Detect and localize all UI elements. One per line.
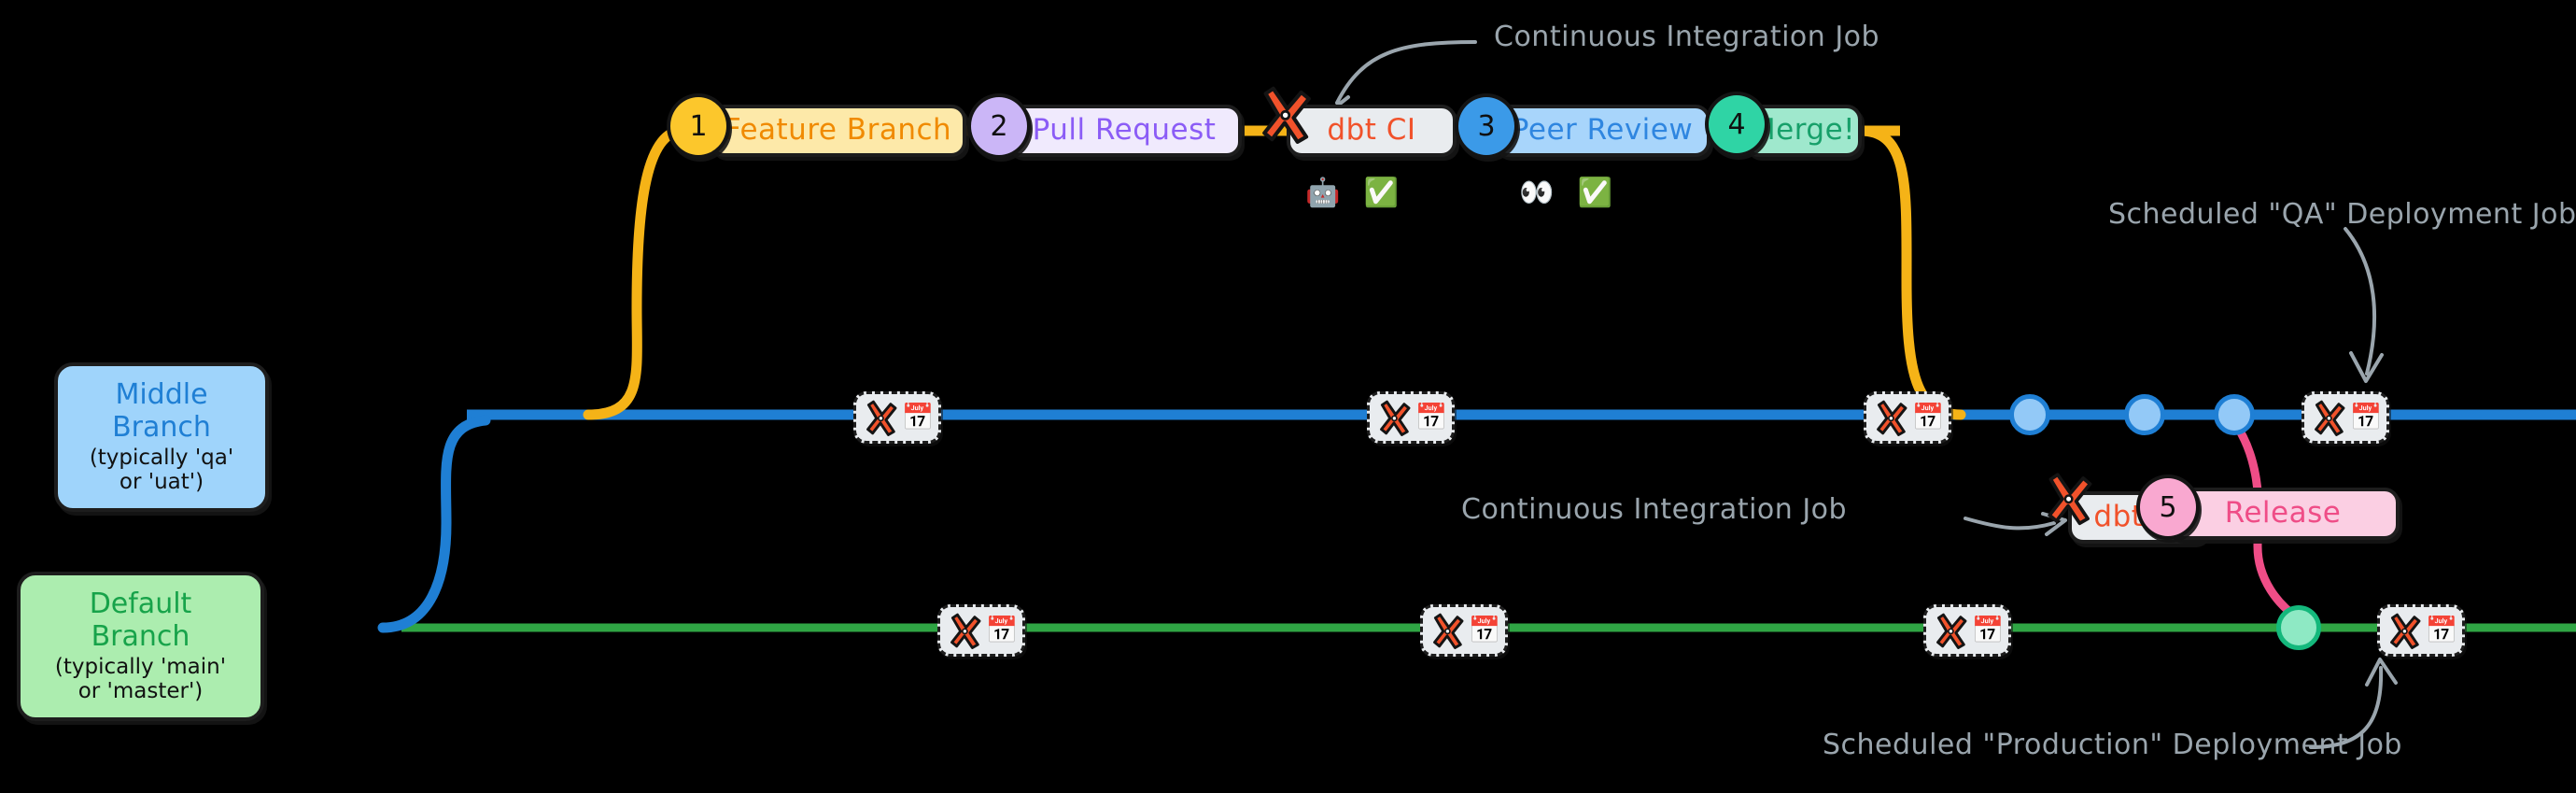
dbt-logo-icon — [950, 613, 980, 649]
production-deploy-dot[interactable] — [2276, 605, 2321, 650]
check-mark-icon: ✅ — [1363, 177, 1407, 209]
step-badge-2-number: 2 — [990, 109, 1008, 143]
middle-branch-title: Middle Branch — [112, 378, 211, 444]
dbt-logo-icon-release — [2048, 473, 2092, 526]
step-dbt-ci[interactable]: dbt CI — [1287, 105, 1457, 157]
release-label: Release — [2224, 496, 2342, 531]
step-feature-branch[interactable]: Feature Branch — [710, 105, 966, 157]
robot-icon: 🤖 — [1305, 177, 1348, 209]
dbt-logo-icon — [1432, 613, 1463, 649]
step-badge-3[interactable]: 3 — [1455, 93, 1518, 159]
annotation-ci-job-top: Continuous Integration Job — [1494, 21, 1880, 53]
commit-default-1[interactable]: 📅 — [937, 604, 1025, 657]
step-peer-review-label: Peer Review — [1511, 113, 1694, 148]
ci-job-top-arrow — [1335, 40, 1477, 105]
dbt-logo-icon — [1936, 613, 1966, 649]
feature-branch-merge — [1852, 125, 1966, 420]
step-feature-branch-label: Feature Branch — [724, 113, 952, 148]
middle-branch-subtitle: (typically 'qa' or 'uat') — [89, 446, 234, 495]
qa-deploy-dot-2[interactable] — [2124, 394, 2165, 435]
calendar-icon: 📅 — [985, 615, 1019, 645]
dbt-logo-icon — [866, 400, 896, 436]
review-status-badges: 👀 ✅ — [1519, 179, 1620, 207]
dbt-logo-icon — [1379, 400, 1410, 436]
dbt-logo-icon — [2314, 400, 2344, 436]
eyes-icon: 👀 — [1519, 177, 1562, 209]
middle-branch-box[interactable]: Middle Branch (typically 'qa' or 'uat') — [54, 362, 269, 512]
dbt-logo-icon — [1876, 400, 1907, 436]
qa-deploy-dot-1[interactable] — [2009, 394, 2050, 435]
step-pull-request[interactable]: Pull Request — [1006, 105, 1242, 157]
step-dbt-ci-label: dbt CI — [1327, 113, 1416, 148]
calendar-icon: 📅 — [901, 402, 935, 432]
step-badge-1-number: 1 — [689, 109, 708, 143]
calendar-icon: 📅 — [2349, 402, 2383, 432]
release-box[interactable]: Release — [2166, 488, 2400, 540]
qa-deploy-dot-3[interactable] — [2214, 394, 2255, 435]
calendar-icon: 📅 — [1415, 402, 1448, 432]
dbt-logo-icon — [2389, 613, 2420, 649]
commit-default-2[interactable]: 📅 — [1420, 604, 1508, 657]
commit-middle-1[interactable]: 📅 — [853, 391, 941, 444]
step-pull-request-label: Pull Request — [1032, 113, 1217, 148]
qa-deploy-arrow — [2344, 227, 2376, 375]
calendar-icon: 📅 — [2425, 615, 2458, 645]
ci-status-badges: 🤖 ✅ — [1305, 179, 1406, 207]
feature-branch-fork — [583, 125, 685, 420]
annotation-qa-deploy: Scheduled "QA" Deployment Job — [2108, 198, 2576, 231]
step-merge[interactable]: Merge! — [1744, 105, 1862, 157]
middle-branch-fork — [377, 415, 491, 633]
step-badge-4[interactable]: 4 — [1705, 92, 1768, 157]
dbt-logo-icon — [1262, 86, 1311, 144]
default-branch-box[interactable]: Default Branch (typically 'main' or 'mas… — [17, 572, 264, 721]
default-branch-title: Default Branch — [89, 588, 192, 653]
step-peer-review[interactable]: Peer Review — [1494, 105, 1710, 157]
commit-middle-3[interactable]: 📅 — [1864, 391, 1951, 444]
step-badge-4-number: 4 — [1727, 107, 1746, 141]
commit-default-3[interactable]: 📅 — [1923, 604, 2011, 657]
step-badge-2[interactable]: 2 — [967, 93, 1031, 159]
step-badge-3-number: 3 — [1477, 109, 1496, 143]
calendar-icon: 📅 — [1468, 615, 1501, 645]
calendar-icon: 📅 — [1911, 402, 1945, 432]
check-mark-icon-2: ✅ — [1577, 177, 1621, 209]
commit-middle-qa-deploy[interactable]: 📅 — [2302, 391, 2389, 444]
annotation-ci-job-release: Continuous Integration Job — [1461, 493, 1848, 526]
default-branch-subtitle: (typically 'main' or 'master') — [54, 655, 227, 704]
step-badge-1[interactable]: 1 — [667, 93, 730, 159]
step-badge-5-number: 5 — [2159, 490, 2177, 524]
commit-middle-2[interactable]: 📅 — [1367, 391, 1455, 444]
calendar-icon: 📅 — [1971, 615, 2005, 645]
step-badge-5[interactable]: 5 — [2136, 474, 2200, 540]
annotation-prod-deploy: Scheduled "Production" Deployment Job — [1823, 729, 2402, 761]
commit-default-prod-deploy[interactable]: 📅 — [2377, 604, 2465, 657]
